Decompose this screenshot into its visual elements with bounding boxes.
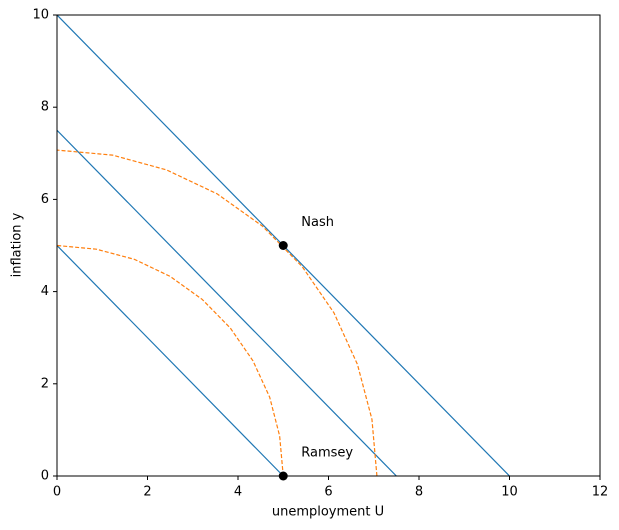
point: [278, 471, 288, 481]
x-tick-label: 4: [234, 485, 242, 500]
x-tick-label: 6: [324, 485, 332, 500]
y-tick-label: 2: [41, 376, 49, 391]
point-label: Ramsey: [301, 446, 353, 461]
series-line: [57, 149, 378, 476]
series-line: [57, 245, 284, 476]
point: [278, 241, 288, 250]
x-axis-label: unemployment U: [272, 505, 384, 520]
x-tick-label: 12: [592, 485, 609, 500]
x-tick-label: 10: [501, 485, 518, 500]
y-tick-label: 4: [41, 284, 49, 299]
x-tick-label: 0: [53, 485, 61, 500]
point-label: Nash: [301, 215, 334, 230]
y-tick-label: 10: [32, 8, 49, 23]
x-tick-label: 8: [415, 485, 423, 500]
y-tick-label: 6: [41, 192, 49, 207]
series-line: [57, 244, 284, 476]
y-tick-label: 0: [41, 469, 49, 484]
series-line: [57, 129, 397, 476]
x-tick-label: 2: [143, 485, 151, 500]
y-tick-label: 8: [41, 100, 49, 115]
y-axis-label: inflation y: [10, 212, 25, 277]
